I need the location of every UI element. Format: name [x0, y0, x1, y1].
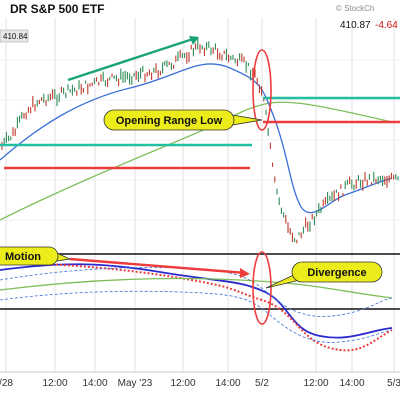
x-tick-label: 12:00	[170, 378, 195, 389]
price-change: -4.64 (-1.12%)	[375, 20, 400, 31]
x-tick-label: 5/3	[387, 378, 400, 389]
x-tick-label: 14:00	[339, 378, 364, 389]
opening-range-callout-label: Opening Range Low	[116, 115, 223, 127]
annotations: Opening Range Low Motion Divergence	[0, 109, 383, 289]
divergence-callout-label: Divergence	[307, 267, 366, 279]
momentum-band-lower	[0, 290, 393, 343]
highlight-ellipse-momentum	[252, 251, 272, 325]
momentum-panel	[0, 251, 393, 352]
momentum-line	[0, 263, 393, 339]
price-bars	[1, 38, 399, 244]
x-tick-label: 14:00	[215, 378, 240, 389]
ma-fast-path	[0, 63, 393, 214]
watermark: © StockCh	[336, 4, 374, 13]
x-tick-label: 5/2	[255, 378, 269, 389]
x-axis: /28 12:00 14:00 May '23 12:00 14:00 5/2 12:00 14…	[0, 371, 400, 389]
ma-fast-line	[0, 63, 393, 214]
header: DR S&P 500 ETF © StockCh 410.87 -4.64 (-…	[0, 0, 400, 43]
momentum-ma-line	[0, 277, 393, 299]
x-tick-label: /28	[0, 378, 13, 389]
opening-range-callout-box	[103, 109, 235, 131]
reference-lines	[0, 36, 400, 170]
divergence-callout-box	[291, 261, 383, 283]
highlight-ellipse-price	[252, 49, 272, 131]
price-tag-box	[0, 29, 29, 43]
chart-title: DR S&P 500 ETF	[10, 2, 104, 16]
x-tick-label: May '23	[118, 378, 153, 389]
last-price: 410.87	[340, 20, 371, 31]
x-tick-label: 12:00	[303, 378, 328, 389]
x-tick-label: 14:00	[82, 378, 107, 389]
divergence-arrow-head	[240, 268, 250, 278]
grid	[0, 18, 400, 372]
price-panel	[0, 36, 400, 244]
uptrend-arrow-head	[189, 36, 199, 45]
price-tag: 410.84	[3, 32, 28, 41]
x-tick-label: 12:00	[42, 378, 67, 389]
motion-callout-label: Motion	[5, 251, 41, 263]
momentum-band-upper	[0, 267, 393, 317]
uptrend-arrow-line	[67, 36, 197, 82]
motion-callout-box	[0, 246, 59, 266]
divergence-arrow-line	[69, 257, 247, 275]
